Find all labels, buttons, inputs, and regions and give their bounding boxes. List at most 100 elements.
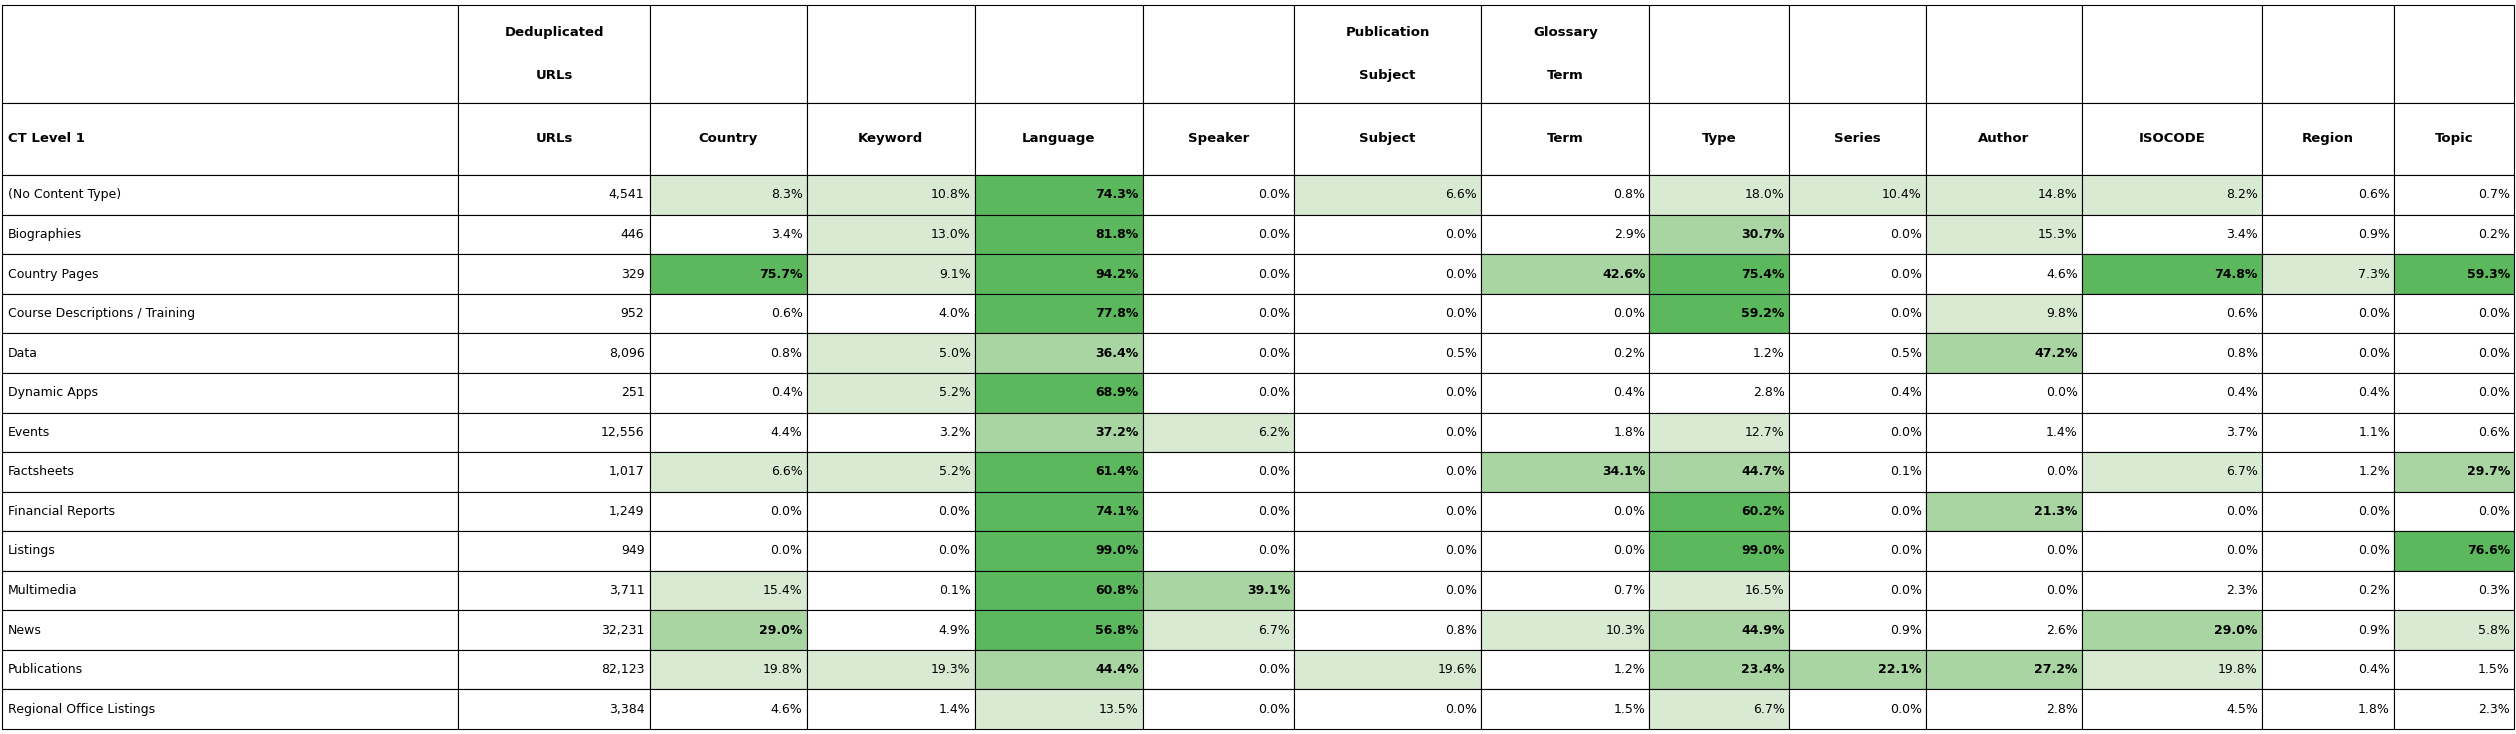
Text: 74.1%: 74.1%: [1094, 505, 1140, 518]
Bar: [1482, 254, 1650, 294]
Bar: [2081, 650, 2262, 689]
Bar: [974, 650, 1142, 689]
Text: 29.0%: 29.0%: [2214, 624, 2257, 636]
Bar: [2393, 215, 2513, 254]
Bar: [1142, 103, 1293, 175]
Text: 0.4%: 0.4%: [2357, 386, 2390, 399]
Bar: [2081, 413, 2262, 452]
Text: 77.8%: 77.8%: [1094, 307, 1140, 320]
Text: Topic: Topic: [2435, 132, 2473, 145]
Bar: [808, 294, 974, 333]
Bar: [1650, 413, 1789, 452]
Text: 9.8%: 9.8%: [2046, 307, 2078, 320]
Text: 251: 251: [621, 386, 644, 399]
Bar: [2081, 333, 2262, 373]
Bar: [3, 650, 458, 689]
Bar: [652, 610, 808, 650]
Text: 3.4%: 3.4%: [770, 228, 803, 241]
Bar: [652, 689, 808, 729]
Bar: [458, 254, 652, 294]
Text: 14.8%: 14.8%: [2038, 189, 2078, 201]
Bar: [3, 5, 458, 103]
Text: 7.3%: 7.3%: [2357, 268, 2390, 280]
Text: 3.4%: 3.4%: [2227, 228, 2257, 241]
Text: 1.8%: 1.8%: [1613, 426, 1645, 439]
Bar: [1293, 689, 1482, 729]
Bar: [2393, 254, 2513, 294]
Text: Term: Term: [1547, 69, 1583, 82]
Bar: [2081, 294, 2262, 333]
Bar: [1650, 650, 1789, 689]
Text: 0.0%: 0.0%: [1444, 505, 1477, 518]
Text: 0.0%: 0.0%: [2357, 346, 2390, 360]
Text: 1.5%: 1.5%: [2478, 663, 2511, 676]
Text: 15.4%: 15.4%: [762, 584, 803, 597]
Text: Speaker: Speaker: [1188, 132, 1248, 145]
Text: 1.8%: 1.8%: [2357, 702, 2390, 716]
Text: 0.0%: 0.0%: [2046, 545, 2078, 558]
Text: 4.6%: 4.6%: [770, 702, 803, 716]
Text: 75.4%: 75.4%: [1741, 268, 1784, 280]
Bar: [3, 531, 458, 571]
Text: 3,711: 3,711: [609, 584, 644, 597]
Text: 1.2%: 1.2%: [1754, 346, 1784, 360]
Text: 0.0%: 0.0%: [2227, 545, 2257, 558]
Bar: [652, 413, 808, 452]
Bar: [2081, 492, 2262, 531]
Text: 0.1%: 0.1%: [1890, 465, 1922, 479]
Text: 0.0%: 0.0%: [1444, 702, 1477, 716]
Bar: [1482, 492, 1650, 531]
Bar: [652, 254, 808, 294]
Bar: [2262, 413, 2393, 452]
Bar: [1142, 492, 1293, 531]
Bar: [652, 333, 808, 373]
Bar: [1293, 571, 1482, 610]
Text: 19.8%: 19.8%: [2219, 663, 2257, 676]
Text: 0.0%: 0.0%: [2046, 386, 2078, 399]
Bar: [1789, 294, 1925, 333]
Bar: [2393, 413, 2513, 452]
Bar: [808, 333, 974, 373]
Bar: [458, 294, 652, 333]
Text: 0.0%: 0.0%: [1444, 268, 1477, 280]
Bar: [1650, 294, 1789, 333]
Bar: [2262, 689, 2393, 729]
Bar: [974, 689, 1142, 729]
Text: 9.1%: 9.1%: [938, 268, 971, 280]
Text: 6.7%: 6.7%: [1754, 702, 1784, 716]
Bar: [2081, 571, 2262, 610]
Bar: [3, 254, 458, 294]
Bar: [2262, 452, 2393, 492]
Text: 2.3%: 2.3%: [2227, 584, 2257, 597]
Text: 6.6%: 6.6%: [1447, 189, 1477, 201]
Text: 0.0%: 0.0%: [1890, 702, 1922, 716]
Bar: [2393, 610, 2513, 650]
Bar: [2262, 492, 2393, 531]
Bar: [2262, 650, 2393, 689]
Bar: [652, 452, 808, 492]
Bar: [2081, 689, 2262, 729]
Bar: [2081, 531, 2262, 571]
Bar: [2081, 215, 2262, 254]
Bar: [974, 610, 1142, 650]
Text: 0.9%: 0.9%: [1890, 624, 1922, 636]
Text: 37.2%: 37.2%: [1094, 426, 1140, 439]
Bar: [3, 492, 458, 531]
Text: 0.0%: 0.0%: [2478, 346, 2511, 360]
Bar: [2393, 333, 2513, 373]
Bar: [1482, 5, 1650, 103]
Text: 4.4%: 4.4%: [770, 426, 803, 439]
Text: 74.3%: 74.3%: [1094, 189, 1140, 201]
Text: 0.6%: 0.6%: [2227, 307, 2257, 320]
Bar: [1293, 254, 1482, 294]
Text: Series: Series: [1834, 132, 1879, 145]
Bar: [808, 492, 974, 531]
Text: CT Level 1: CT Level 1: [8, 132, 86, 145]
Bar: [652, 175, 808, 215]
Bar: [2393, 571, 2513, 610]
Bar: [2081, 175, 2262, 215]
Bar: [974, 103, 1142, 175]
Bar: [3, 175, 458, 215]
Text: 19.8%: 19.8%: [762, 663, 803, 676]
Text: 1,249: 1,249: [609, 505, 644, 518]
